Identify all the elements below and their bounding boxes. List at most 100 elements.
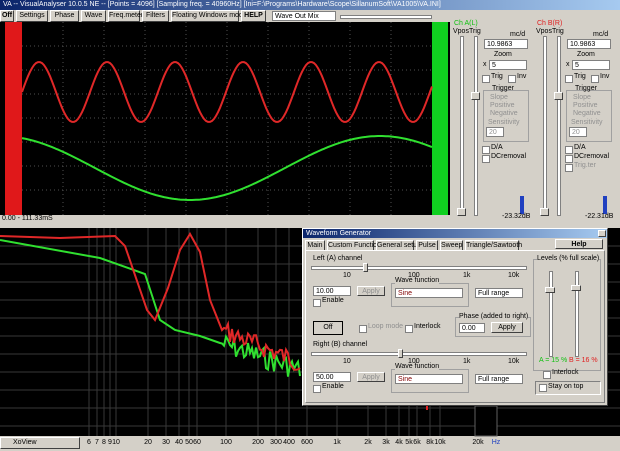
menu-item[interactable]: Freq.meter bbox=[108, 10, 143, 22]
trig-label: Trig bbox=[552, 28, 564, 35]
checkbox[interactable] bbox=[565, 155, 573, 163]
freq-label: 2k bbox=[364, 439, 372, 446]
menu-item[interactable]: Off bbox=[0, 10, 14, 22]
scale[interactable]: 10.9863 bbox=[567, 39, 611, 49]
phase-apply[interactable]: Apply bbox=[491, 322, 523, 333]
menu-item[interactable]: Settings bbox=[16, 10, 48, 22]
scale[interactable]: 10.9863 bbox=[484, 39, 528, 49]
phase-input[interactable]: 0.00 bbox=[459, 323, 485, 333]
checkbox[interactable] bbox=[565, 146, 573, 154]
freq-slider[interactable] bbox=[311, 352, 527, 356]
level-bar bbox=[520, 196, 524, 214]
checkbox[interactable] bbox=[482, 75, 490, 83]
zoom-label: Zoom bbox=[577, 51, 595, 58]
level: -23.32dB bbox=[502, 213, 531, 220]
checkbox[interactable] bbox=[539, 384, 547, 392]
apply-button[interactable]: Apply bbox=[357, 286, 385, 296]
slider[interactable] bbox=[340, 15, 432, 19]
checkbox[interactable] bbox=[313, 385, 321, 393]
trigger-group bbox=[483, 90, 529, 142]
menu-item[interactable]: Filters bbox=[142, 10, 169, 22]
tab[interactable]: Pulse bbox=[416, 240, 438, 250]
slider-thumb[interactable] bbox=[363, 263, 368, 272]
level-track[interactable] bbox=[575, 271, 579, 357]
level: -22.31dB bbox=[585, 213, 614, 220]
apply-button[interactable]: Apply bbox=[357, 372, 385, 382]
slider-thumb[interactable] bbox=[457, 208, 466, 216]
slider-tick: 1k bbox=[463, 358, 471, 365]
checkbox[interactable] bbox=[482, 146, 490, 154]
sensitivity: Sensitivity bbox=[488, 119, 520, 126]
freq-input[interactable]: 10.00 bbox=[313, 286, 351, 296]
dcremoval: DCremoval bbox=[574, 153, 610, 160]
range-select[interactable]: Full range bbox=[475, 288, 523, 298]
sens-value[interactable]: 20 bbox=[486, 127, 504, 137]
level-bar bbox=[603, 196, 607, 214]
freq-input[interactable]: 50.00 bbox=[313, 372, 351, 382]
menu-item[interactable]: Phase bbox=[50, 10, 79, 22]
checkbox[interactable] bbox=[565, 164, 573, 172]
levels-label: Levels (% full scale) bbox=[537, 255, 600, 262]
slider-thumb[interactable] bbox=[398, 349, 403, 358]
zoom[interactable]: 5 bbox=[489, 60, 527, 70]
checkbox[interactable] bbox=[565, 75, 573, 83]
level-thumb[interactable] bbox=[545, 287, 555, 293]
tab[interactable]: Sweep bbox=[440, 240, 463, 250]
level-track[interactable] bbox=[549, 271, 553, 357]
checkbox[interactable] bbox=[359, 325, 367, 333]
tab[interactable]: Custom Function bbox=[327, 240, 381, 250]
menu-item[interactable]: Floating Windows mode bbox=[171, 10, 247, 22]
checkbox[interactable] bbox=[313, 299, 321, 307]
channel-label: Right (B) channel bbox=[313, 341, 368, 348]
checkbox[interactable] bbox=[543, 371, 551, 379]
checkbox[interactable] bbox=[591, 75, 599, 83]
taskbar-button[interactable]: XoView bbox=[0, 437, 80, 449]
freq-label: 20 bbox=[144, 439, 152, 446]
positive: Positive bbox=[490, 102, 515, 109]
tab[interactable]: General setup bbox=[376, 240, 421, 250]
slider-track bbox=[460, 36, 464, 216]
slider-thumb[interactable] bbox=[540, 208, 549, 216]
level-thumb[interactable] bbox=[571, 285, 581, 291]
wave-select[interactable]: Sine bbox=[395, 288, 463, 298]
trigger: Trigger bbox=[492, 85, 514, 92]
slider-track bbox=[474, 36, 478, 216]
help-button[interactable]: Help bbox=[555, 239, 603, 249]
freq-label: 1k bbox=[333, 439, 341, 446]
levels-interlock: Interlock bbox=[552, 369, 579, 376]
interlock: Interlock bbox=[414, 323, 441, 330]
checkbox[interactable] bbox=[482, 155, 490, 163]
inv: Inv bbox=[517, 73, 527, 80]
time-range: 0.00 - 111.33mS bbox=[2, 215, 53, 222]
slider-thumb[interactable] bbox=[554, 92, 563, 100]
freq-label: 9 bbox=[108, 439, 112, 446]
da: D/A bbox=[491, 144, 503, 151]
slider-tick: 10k bbox=[508, 272, 520, 279]
checkbox[interactable] bbox=[405, 325, 413, 333]
menu-item[interactable]: Wave bbox=[81, 10, 106, 22]
tab[interactable]: Triangle/Sawtooth bbox=[465, 240, 523, 250]
freq-label: 600 bbox=[301, 439, 313, 446]
trigger: Trigger bbox=[575, 85, 597, 92]
slider-tick: 1k bbox=[463, 272, 471, 279]
wave-a bbox=[21, 61, 433, 123]
freq-label: 200 bbox=[252, 439, 264, 446]
wave-select[interactable]: Sine bbox=[395, 374, 463, 384]
range-select[interactable]: Full range bbox=[475, 374, 523, 384]
slider-thumb[interactable] bbox=[471, 92, 480, 100]
sens-value[interactable]: 20 bbox=[569, 127, 587, 137]
tab[interactable]: Main bbox=[305, 240, 325, 250]
negative: Negative bbox=[490, 110, 518, 117]
slider-tick: 10 bbox=[343, 358, 351, 365]
dropdown[interactable]: Wave Out Mix bbox=[272, 11, 336, 21]
window-title: VA -- VisualAnalyser 10.0.5 NE -- [Point… bbox=[3, 1, 441, 8]
checkbox[interactable] bbox=[508, 75, 516, 83]
close-button[interactable] bbox=[598, 230, 606, 237]
off-button[interactable]: Off bbox=[313, 321, 343, 335]
channel-title: Ch B(R) bbox=[537, 20, 563, 27]
freq-label: 6k bbox=[413, 439, 421, 446]
menu-item[interactable]: HELP bbox=[241, 10, 266, 22]
trig-label: Trig bbox=[469, 28, 481, 35]
zoom[interactable]: 5 bbox=[572, 60, 610, 70]
freq-slider[interactable] bbox=[311, 266, 527, 270]
